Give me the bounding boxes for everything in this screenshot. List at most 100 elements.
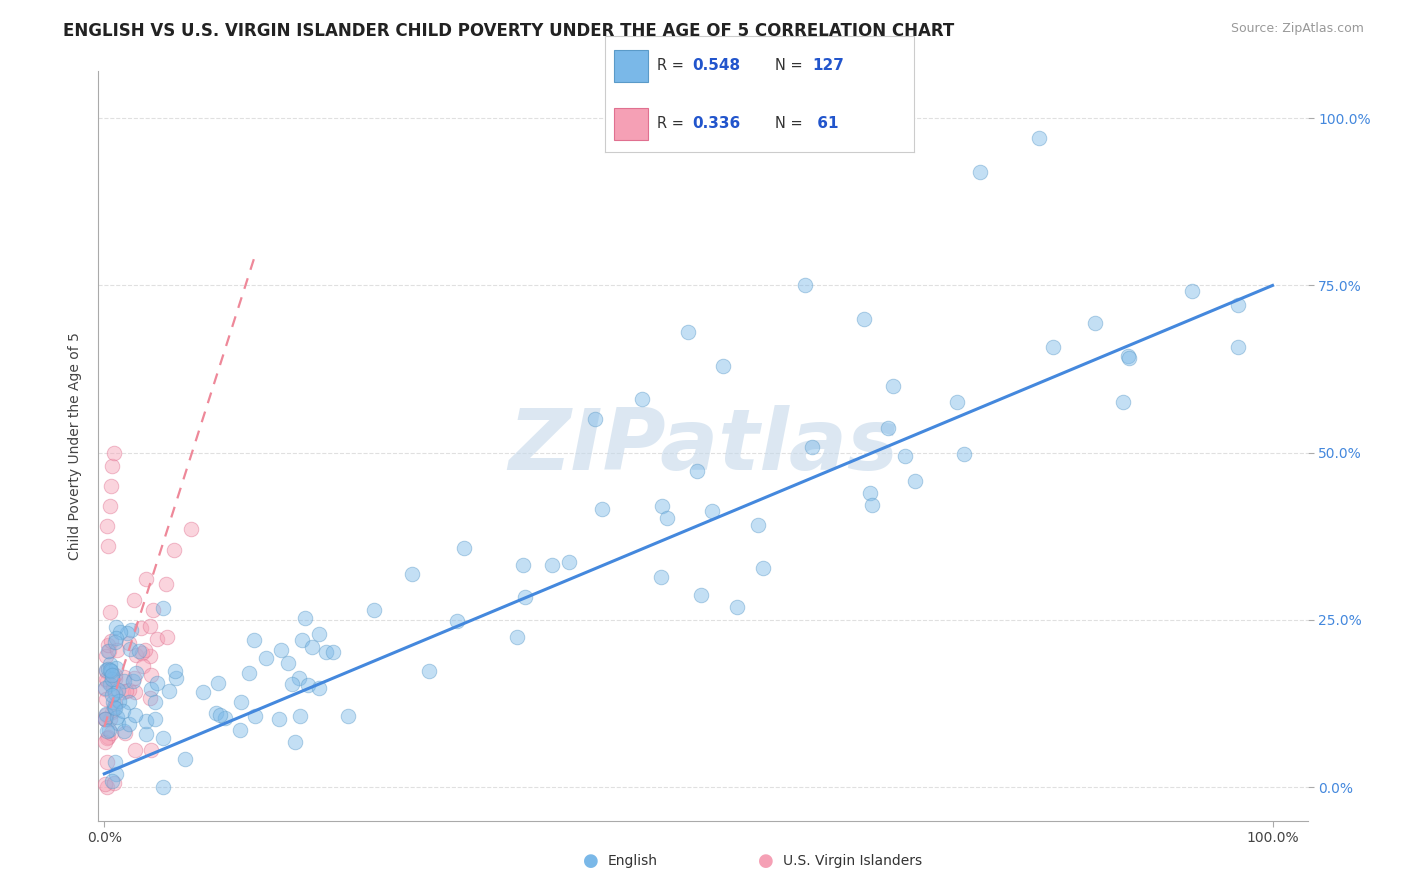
Point [118,717,141,731]
Point [1028,131,1050,145]
Point [118,682,141,697]
Point [94,776,117,790]
Point [97,662,120,676]
Point [135,572,157,586]
Point [512,558,534,573]
Point [104,697,127,711]
Text: ●: ● [582,852,599,870]
Point [145,694,167,708]
Point [94,681,117,696]
Point [94,663,117,677]
Point [242,632,264,647]
Point [125,666,148,681]
Point [558,555,581,569]
Point [882,378,904,392]
Point [301,640,323,655]
Point [98,643,121,657]
Point [297,678,319,692]
Point [290,708,312,723]
Point [146,675,169,690]
Point [97,644,120,658]
Point [139,649,162,664]
Point [453,541,475,556]
Point [114,726,136,740]
Point [894,449,917,463]
Point [107,682,129,697]
Point [969,165,991,179]
Point [101,681,124,695]
Point [650,570,672,584]
Point [105,620,128,634]
Point [852,312,875,326]
Point [96,780,118,795]
Point [284,734,307,748]
Point [245,708,267,723]
Point [101,668,124,682]
Point [337,709,360,723]
Point [141,682,163,697]
Y-axis label: Child Poverty Under the Age of 5: Child Poverty Under the Age of 5 [67,332,82,560]
Point [946,395,969,409]
Point [1116,349,1139,363]
Point [294,610,316,624]
Point [180,522,202,536]
Point [1112,394,1135,409]
Point [591,501,613,516]
Point [205,706,228,720]
Point [104,634,127,648]
Point [94,712,117,726]
Point [104,755,127,769]
Point [100,664,122,678]
Point [418,664,440,678]
Point [128,644,150,658]
Point [630,392,652,407]
Point [254,651,277,665]
Point [96,731,118,745]
Point [94,707,117,722]
Point [105,767,128,781]
Text: English: English [607,854,658,868]
Point [281,676,304,690]
Point [515,590,537,604]
Point [267,712,290,726]
Point [96,648,118,663]
Point [141,743,163,757]
Point [97,539,120,553]
Point [904,475,927,489]
Point [859,486,882,500]
Point [686,464,709,478]
Point [94,665,117,679]
Point [98,664,121,678]
Point [135,726,157,740]
Point [678,326,700,340]
Point [112,704,135,718]
Point [96,519,118,533]
Point [152,601,174,615]
Point [124,743,146,757]
Point [112,673,135,688]
Point [1084,316,1107,330]
Point [270,643,292,657]
Point [207,675,229,690]
Point [725,599,748,614]
Point [155,630,177,644]
Point [152,780,174,795]
Point [401,567,423,582]
Point [120,623,142,637]
Point [115,625,138,640]
Point [277,657,299,671]
Text: 61: 61 [811,116,838,131]
Point [100,725,122,739]
Point [94,712,117,726]
Point [876,421,898,435]
Point [104,701,127,715]
Text: ENGLISH VS U.S. VIRGIN ISLANDER CHILD POVERTY UNDER THE AGE OF 5 CORRELATION CHA: ENGLISH VS U.S. VIRGIN ISLANDER CHILD PO… [63,22,955,40]
Point [1118,351,1140,365]
Point [94,707,117,722]
Point [141,668,163,682]
Point [163,664,186,678]
Point [107,716,129,731]
Text: N =: N = [775,58,807,73]
Point [228,723,250,738]
Point [100,705,122,719]
